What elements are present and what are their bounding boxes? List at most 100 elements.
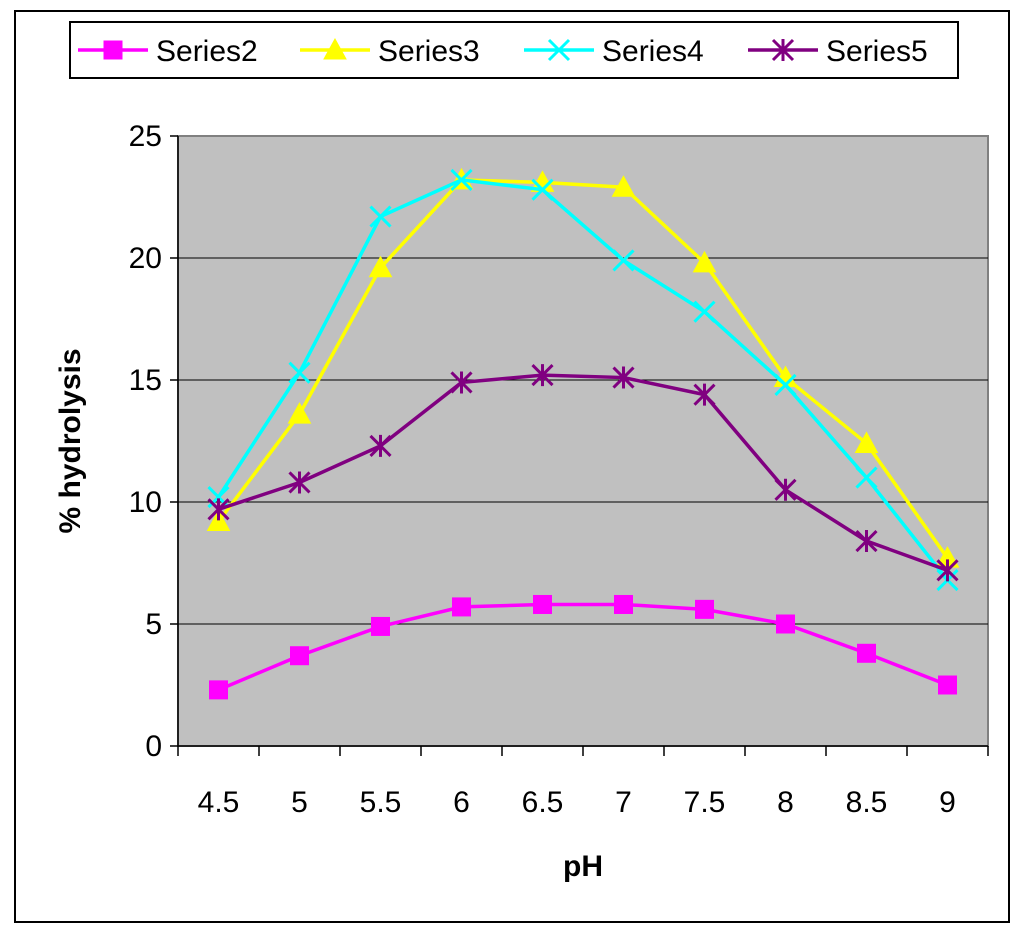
x-tick-label: 7 <box>615 786 632 819</box>
series3-point <box>692 250 717 273</box>
series5-point-shape <box>207 498 230 521</box>
series3-point-shape <box>287 402 312 424</box>
y-tick-label: 25 <box>129 120 162 153</box>
y-tick-label: 5 <box>145 608 162 641</box>
legend-series3-label: Series3 <box>378 35 480 68</box>
series3-point-shape <box>611 175 636 197</box>
series4-line <box>217 178 949 582</box>
series5-point <box>369 434 392 457</box>
series2-point <box>776 614 795 634</box>
series5-point <box>855 529 878 553</box>
series3-point <box>368 255 393 278</box>
series4-point <box>855 466 878 489</box>
x-axis-title: pH <box>563 850 603 883</box>
series3-point <box>854 431 879 453</box>
series5-point-shape <box>369 434 392 457</box>
series4-point <box>288 361 311 384</box>
legend-series2-label: Series2 <box>156 35 258 68</box>
series5-point <box>288 471 311 494</box>
series5-point-shape <box>936 559 959 582</box>
series5-point-shape <box>531 364 554 387</box>
legend-series5-marker <box>771 38 795 62</box>
series4-point <box>612 249 635 272</box>
series5-point-shape <box>693 383 716 406</box>
x-tick-label: 5 <box>291 786 308 819</box>
axes: 0 5 10 15 20 25 4.5 5 5.5 6 6.5 7 7.5 8 8.5 9 <box>129 120 989 819</box>
series5-point <box>450 371 473 394</box>
series4-point-shape <box>531 178 554 201</box>
series4-point <box>369 205 392 228</box>
series2-point-shape <box>938 675 957 695</box>
series3-point <box>287 402 312 424</box>
series4-point-shape <box>612 249 635 272</box>
series5-point-shape <box>450 371 473 394</box>
series2-point-shape <box>533 594 552 614</box>
series4-point-shape <box>774 373 797 396</box>
series2-point <box>857 643 876 663</box>
series2-point-shape <box>776 614 795 634</box>
series2-point <box>371 616 390 636</box>
series2-point-shape <box>857 643 876 663</box>
series4-point <box>774 373 797 396</box>
series3-point-shape <box>854 431 879 453</box>
legend-item-series5: Series5 <box>748 35 928 68</box>
y-tick-label: 15 <box>129 364 162 397</box>
series4-point-shape <box>369 205 392 228</box>
x-tick-label: 5.5 <box>360 786 402 819</box>
series3-point-shape <box>206 509 231 532</box>
series3-point <box>206 509 231 532</box>
legend-item-series3: Series3 <box>300 35 480 68</box>
series3-line <box>217 178 949 560</box>
series2-point <box>695 599 714 619</box>
series-layer <box>206 167 960 700</box>
y-tick-label: 0 <box>145 730 162 763</box>
x-tick-label: 7.5 <box>684 786 726 819</box>
series2-point <box>614 594 633 614</box>
legend-series3-marker-shape <box>323 37 347 60</box>
series5-point <box>936 559 959 582</box>
series4-point-shape <box>693 300 716 323</box>
series5-point <box>531 364 554 387</box>
legend: Series2 Series3 Series4 Series5 <box>69 21 959 79</box>
series4-point-shape <box>855 466 878 489</box>
x-tick-label: 8 <box>777 786 794 819</box>
series5-point-shape <box>855 529 878 553</box>
series2-point-shape <box>290 646 309 666</box>
series5-point-shape <box>288 471 311 494</box>
series3-point-shape <box>368 255 393 278</box>
x-tick-label: 6 <box>453 786 470 819</box>
y-axis-title: % hydrolysis <box>54 348 87 533</box>
series5-line <box>217 373 949 572</box>
legend-series4-marker-shape <box>547 38 571 62</box>
y-tick-label: 10 <box>129 486 162 519</box>
x-tick-label: 9 <box>939 786 956 819</box>
series2-point <box>290 646 309 666</box>
series4-point <box>693 300 716 323</box>
y-tick-label: 20 <box>129 242 162 275</box>
series2-point <box>533 594 552 614</box>
series4-point-shape <box>288 361 311 384</box>
series2-point <box>452 597 471 617</box>
legend-series5-label: Series5 <box>826 35 928 68</box>
legend-series4-marker <box>547 38 571 62</box>
series5-point <box>612 366 635 389</box>
series2-point-shape <box>695 599 714 619</box>
x-tick-label: 4.5 <box>198 786 240 819</box>
legend-series2-marker <box>103 40 123 60</box>
series5-point <box>207 498 230 521</box>
series2-point-shape <box>371 616 390 636</box>
series3-point-shape <box>692 250 717 273</box>
gridlines <box>178 257 988 625</box>
series5-point <box>774 478 797 501</box>
legend-item-series2: Series2 <box>78 35 258 68</box>
x-tick-label: 8.5 <box>846 786 888 819</box>
legend-item-series4: Series4 <box>524 35 704 68</box>
series4-point <box>531 178 554 201</box>
legend-series5-marker-shape <box>771 38 795 62</box>
series2-point <box>938 675 957 695</box>
series5-point-shape <box>774 478 797 501</box>
series5-point <box>693 383 716 406</box>
legend-series2-marker-shape <box>103 40 123 60</box>
series4-point <box>450 168 473 191</box>
